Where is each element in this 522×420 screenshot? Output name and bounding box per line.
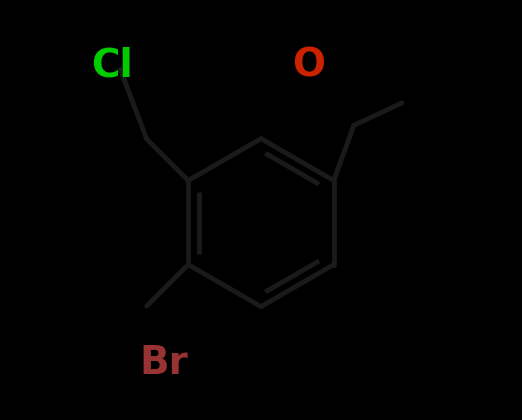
Text: O: O (292, 46, 326, 84)
Text: Br: Br (139, 344, 188, 382)
Text: Cl: Cl (91, 46, 133, 84)
